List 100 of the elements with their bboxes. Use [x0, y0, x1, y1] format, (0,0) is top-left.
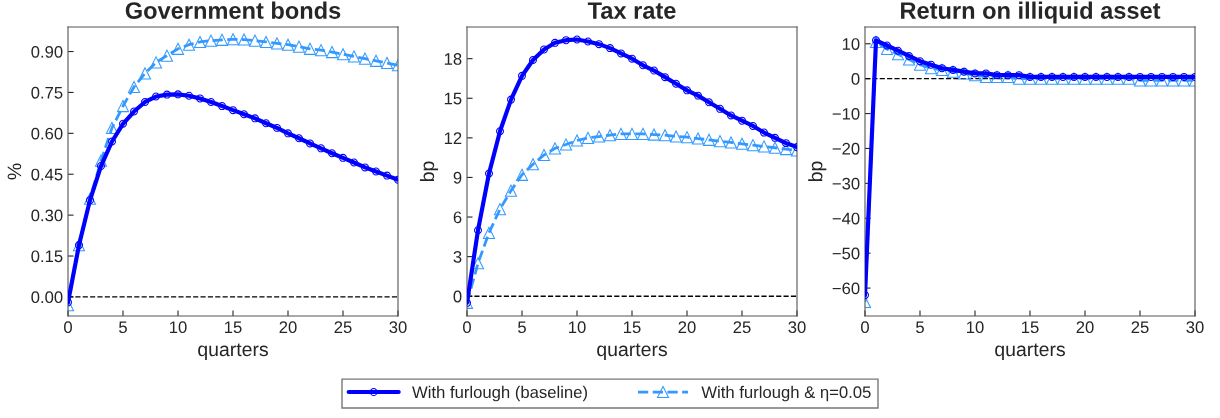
point — [281, 38, 295, 51]
point — [680, 131, 694, 144]
point — [493, 203, 507, 216]
point — [782, 139, 790, 148]
point — [163, 90, 171, 99]
point — [628, 54, 636, 63]
point — [658, 129, 672, 142]
point — [548, 142, 562, 155]
point — [262, 119, 270, 128]
point — [581, 131, 595, 144]
point — [251, 114, 259, 123]
y-tick-label: 6 — [453, 211, 462, 224]
point — [127, 80, 141, 94]
y-tick-label: −60 — [832, 282, 860, 295]
point — [592, 130, 606, 143]
point — [97, 162, 105, 171]
point — [482, 226, 496, 239]
point — [171, 42, 185, 55]
point — [380, 56, 394, 70]
point — [284, 129, 292, 138]
y-tick-label: 15 — [444, 92, 462, 105]
point — [149, 56, 163, 69]
point — [496, 127, 504, 136]
x-tick-label: 25 — [334, 321, 352, 334]
point — [182, 38, 196, 51]
y-tick-label: 18 — [444, 53, 462, 65]
point — [1067, 72, 1081, 85]
chart-title: Tax rate — [587, 2, 676, 19]
point — [982, 69, 990, 78]
point — [339, 153, 347, 162]
point — [625, 127, 639, 140]
point — [946, 65, 960, 78]
point — [248, 34, 262, 47]
point — [779, 142, 793, 156]
point — [270, 37, 284, 50]
point — [306, 139, 314, 148]
y-tick-label: 0.30 — [31, 209, 63, 222]
legend-label: With furlough & η=0.05 — [701, 385, 871, 402]
y-tick-label: −50 — [832, 247, 860, 260]
point — [1045, 72, 1059, 85]
point — [636, 127, 650, 140]
point — [116, 99, 130, 113]
point — [383, 171, 391, 180]
point — [872, 36, 880, 45]
point — [639, 61, 647, 70]
point — [694, 91, 702, 100]
point — [141, 97, 149, 106]
point — [529, 56, 537, 64]
point — [152, 92, 160, 101]
point — [537, 148, 551, 162]
point — [504, 184, 518, 197]
point — [193, 35, 207, 49]
point — [705, 98, 713, 107]
point — [328, 149, 336, 158]
x-tick-label: 5 — [119, 321, 127, 334]
y-tick-label: −30 — [832, 177, 860, 190]
point — [559, 138, 573, 151]
y-tick-label: −20 — [832, 142, 860, 155]
point — [683, 86, 691, 95]
point — [1023, 72, 1037, 85]
point — [1111, 72, 1125, 85]
point — [196, 94, 204, 103]
x-tick-label: 15 — [225, 321, 242, 334]
x-axis-title: quarters — [995, 343, 1065, 361]
point — [130, 107, 138, 116]
y-tick-label: 0.75 — [31, 86, 63, 99]
point — [295, 134, 303, 143]
point — [551, 38, 559, 47]
y-tick-label: 0.45 — [31, 168, 63, 181]
x-tick-label: 0 — [861, 321, 869, 334]
point — [570, 134, 584, 147]
point — [957, 67, 971, 80]
x-tick-label: 30 — [1186, 321, 1204, 334]
point — [746, 139, 760, 152]
line-series — [467, 35, 797, 307]
point — [1089, 72, 1103, 85]
point — [336, 48, 350, 61]
point — [669, 130, 683, 143]
point — [526, 158, 540, 171]
point — [702, 133, 716, 146]
x-tick-label: 20 — [1076, 321, 1094, 334]
point — [614, 127, 628, 140]
y-tick-label: 9 — [453, 171, 462, 184]
point — [650, 66, 658, 75]
x-tick-label: 20 — [279, 321, 297, 334]
point — [727, 111, 735, 120]
point — [119, 119, 127, 128]
point — [507, 95, 515, 104]
x-tick-label: 5 — [916, 321, 924, 334]
point — [94, 154, 108, 167]
point — [215, 33, 229, 46]
point — [515, 168, 529, 181]
point — [207, 97, 215, 106]
x-axis-title: quarters — [198, 343, 268, 361]
point — [229, 106, 237, 115]
y-axis-title: bp — [419, 161, 439, 182]
point — [138, 67, 152, 80]
point — [361, 163, 369, 172]
point — [562, 36, 570, 45]
point — [226, 33, 240, 46]
